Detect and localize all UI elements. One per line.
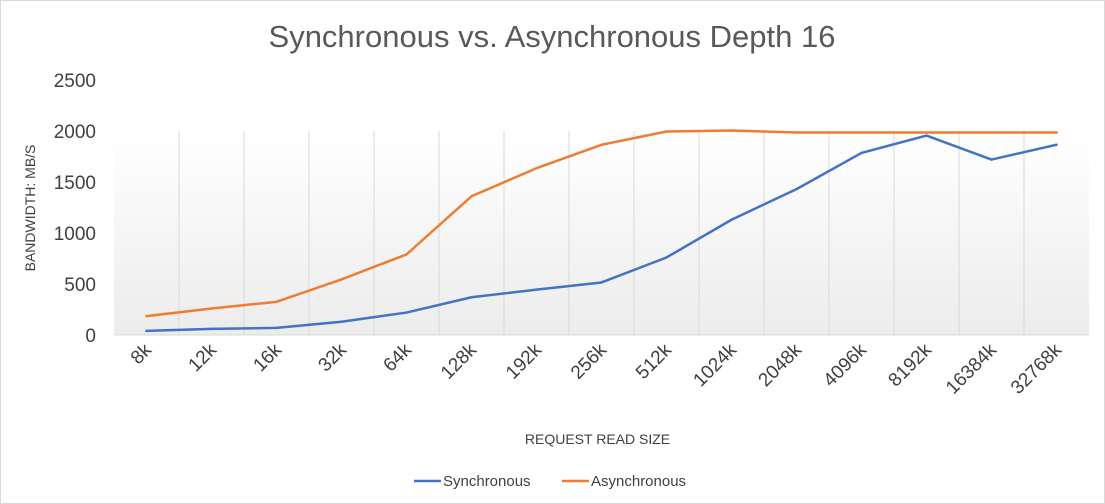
x-tick-label: 128k xyxy=(437,339,481,383)
y-tick-label: 2000 xyxy=(54,122,96,143)
synchronous-data-point xyxy=(340,320,343,323)
y-tick-label: 1500 xyxy=(54,173,96,194)
synchronous-legend-label: Synchronous xyxy=(443,473,531,490)
x-axis-label: REQUEST READ SIZE xyxy=(525,431,670,447)
x-tick-label: 12k xyxy=(185,339,222,376)
x-tick-label: 192k xyxy=(502,339,546,383)
asynchronous-data-point xyxy=(275,300,278,304)
synchronous-data-point xyxy=(535,288,538,291)
synchronous-data-point xyxy=(405,311,408,314)
asynchronous-data-point xyxy=(405,253,408,256)
synchronous-data-point xyxy=(665,256,668,259)
x-tick-label: 16k xyxy=(250,339,287,376)
asynchronous-data-point xyxy=(600,143,603,146)
x-tick-label: 32768k xyxy=(1007,339,1066,398)
synchronous-data-point xyxy=(600,281,603,284)
synchronous-data-point xyxy=(275,326,278,330)
asynchronous-data-point xyxy=(145,314,148,318)
gridlines xyxy=(114,131,1089,336)
asynchronous-data-point xyxy=(535,167,538,170)
asynchronous-data-point xyxy=(860,131,863,134)
asynchronous-data-point xyxy=(990,131,993,134)
y-tick-label: 2500 xyxy=(54,71,96,92)
x-tick-label: 4096k xyxy=(820,339,872,391)
asynchronous-data-point xyxy=(340,278,343,281)
x-tick-label: 8192k xyxy=(885,339,937,391)
x-tick-label: 512k xyxy=(632,339,676,383)
x-tick-label: 64k xyxy=(380,339,417,376)
asynchronous-data-point xyxy=(795,131,798,134)
y-tick-label: 1000 xyxy=(54,224,96,245)
chart-title: Synchronous vs. Asynchronous Depth 16 xyxy=(269,19,836,54)
y-axis-label: BANDWIDTH: MB/S xyxy=(22,145,38,272)
x-tick-label: 256k xyxy=(567,339,611,383)
asynchronous-legend-label: Asynchronous xyxy=(591,473,686,490)
synchronous-data-point xyxy=(860,151,863,155)
synchronous-data-point xyxy=(730,218,733,221)
synchronous-data-point xyxy=(990,158,993,161)
synchronous-data-point xyxy=(1055,143,1058,146)
asynchronous-data-point xyxy=(1055,131,1058,134)
x-tick-label: 2048k xyxy=(755,339,807,391)
synchronous-data-point xyxy=(210,327,213,331)
x-tick-label: 16384k xyxy=(942,339,1001,398)
x-tick-label: 1024k xyxy=(690,339,742,391)
y-axis-ticks: 0 500 1000 1500 2000 2500 xyxy=(54,71,96,347)
legend: Synchronous Asynchronous xyxy=(414,473,686,490)
x-tick-label: 8k xyxy=(127,339,156,368)
y-tick-label: 500 xyxy=(64,275,96,296)
x-axis-ticks: 8k 12k 16k 32k 64k 128k 192k 256k 512k 1024k 2048k… xyxy=(127,339,1066,398)
synchronous-data-point xyxy=(470,296,473,299)
asynchronous-data-point xyxy=(210,307,213,310)
x-tick-label: 32k xyxy=(315,339,352,376)
synchronous-data-point xyxy=(145,329,148,333)
asynchronous-data-point xyxy=(730,129,733,132)
y-tick-label: 0 xyxy=(85,326,96,347)
synchronous-data-point xyxy=(925,134,928,137)
asynchronous-data-point xyxy=(470,195,473,198)
asynchronous-data-point xyxy=(925,131,928,134)
asynchronous-data-point xyxy=(665,130,668,133)
synchronous-data-point xyxy=(795,187,798,191)
series-lines xyxy=(145,129,1058,333)
